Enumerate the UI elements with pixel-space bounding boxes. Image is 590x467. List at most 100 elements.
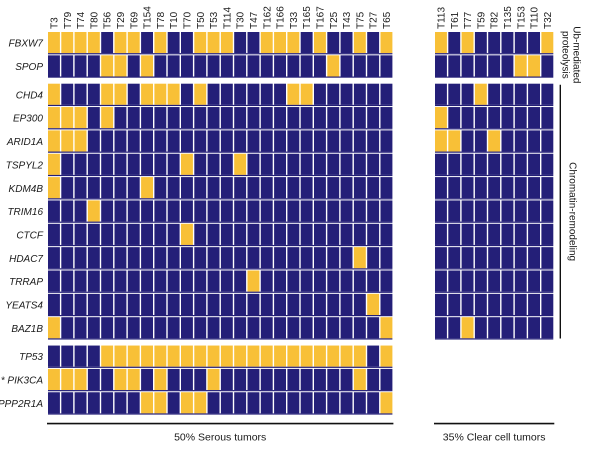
cell-tspyl2-t110 (528, 153, 540, 175)
cell-ep300-t53 (207, 107, 220, 129)
row-baseline (48, 151, 393, 153)
cell-spop-t3 (48, 55, 60, 77)
cell-ctcf-t53 (207, 223, 220, 245)
cell-kdm4b-t3 (48, 177, 60, 199)
cell-hdac7-t56 (101, 247, 114, 269)
cell-trim16-t154 (141, 200, 153, 222)
cell-yeats4-t74 (74, 293, 87, 315)
cell-tspyl2-t69 (127, 153, 140, 175)
sample-label-t27: T27 (369, 11, 380, 29)
cell-trim16-t29 (114, 200, 127, 222)
cell-arid1a-t10 (167, 130, 180, 152)
row-baseline (435, 174, 554, 177)
cell-arid1a-t30 (234, 130, 247, 152)
row-baseline (48, 338, 393, 340)
cell-trrap-t69 (127, 270, 140, 292)
cell-trrap-t47 (247, 270, 260, 292)
cell-kdm4b-t29 (114, 177, 127, 199)
cell-arid1a-t114 (220, 130, 233, 152)
cell-baz1b-t78 (154, 317, 167, 339)
cell-yeats4-t80 (87, 293, 100, 315)
cell-spop-t10 (167, 55, 180, 77)
cell-tp53-t114 (220, 345, 233, 367)
cell-kdm4b-t43 (340, 177, 353, 199)
cell-ppp2r1a-t29 (114, 392, 127, 414)
cell-fbxw7-t167 (314, 32, 326, 54)
cell-pik3ca-t29 (114, 368, 127, 391)
cell-ctcf-t59 (474, 223, 487, 245)
gene-label-spop: SPOP (15, 62, 43, 73)
cell-tspyl2-t75 (353, 153, 366, 175)
cell-ep300-t56 (101, 107, 114, 129)
cell-tp53-t78 (154, 345, 167, 367)
cell-hdac7-t75 (353, 247, 366, 269)
gene-label-trrap: TRRAP (9, 277, 43, 288)
cell-trim16-t114 (220, 200, 233, 222)
cell-baz1b-t65 (380, 317, 393, 339)
cell-trim16-t61 (448, 200, 461, 222)
cell-arid1a-t154 (141, 130, 153, 152)
cell-arid1a-t153 (514, 130, 527, 152)
cell-fbxw7-t82 (488, 32, 501, 54)
cell-spop-t110 (528, 55, 540, 77)
cell-yeats4-t153 (514, 293, 527, 315)
cell-trim16-t167 (314, 200, 326, 222)
cell-fbxw7-t135 (501, 32, 514, 54)
row-baseline (435, 198, 554, 200)
cell-kdm4b-t154 (141, 177, 153, 199)
sample-label-t43: T43 (342, 11, 353, 29)
cell-chd4-t69 (127, 83, 140, 105)
cell-tp53-t70 (181, 345, 193, 367)
cell-ctcf-t30 (234, 223, 247, 245)
cell-ep300-t25 (327, 107, 340, 129)
cell-tp53-t74 (74, 345, 87, 367)
cell-baz1b-t165 (300, 317, 313, 339)
sample-label-t30: T30 (236, 11, 247, 29)
cell-yeats4-t154 (141, 293, 153, 315)
cell-yeats4-t32 (541, 293, 554, 315)
cell-arid1a-t75 (353, 130, 366, 152)
cell-arid1a-t65 (380, 130, 393, 152)
cell-ppp2r1a-t10 (167, 392, 180, 414)
cell-trrap-t113 (435, 270, 447, 292)
cell-hdac7-t113 (435, 247, 447, 269)
cell-ctcf-t80 (87, 223, 100, 245)
row-baseline (435, 151, 554, 153)
cell-chd4-t79 (61, 83, 74, 105)
cell-fbxw7-t75 (353, 32, 366, 54)
row-baseline (435, 221, 554, 223)
cell-tspyl2-t10 (167, 153, 180, 175)
cell-trim16-t27 (367, 200, 380, 222)
cell-fbxw7-t114 (220, 32, 233, 54)
cell-trrap-t53 (207, 270, 220, 292)
cell-trim16-t165 (300, 200, 313, 222)
cell-trim16-t80 (87, 200, 100, 222)
cell-hdac7-t61 (448, 247, 461, 269)
cell-fbxw7-t61 (448, 32, 461, 54)
gene-label-baz1b: BAZ1B (11, 324, 43, 335)
cell-trim16-t75 (353, 200, 366, 222)
cell-kdm4b-t82 (488, 177, 501, 199)
cell-baz1b-t61 (448, 317, 461, 339)
cell-arid1a-t110 (528, 130, 540, 152)
cell-tspyl2-t29 (114, 153, 127, 175)
row-baseline (48, 413, 393, 415)
row-baseline (48, 53, 393, 55)
cell-chd4-t29 (114, 83, 127, 105)
cell-trim16-t77 (461, 200, 474, 222)
cell-arid1a-t43 (340, 130, 353, 152)
cell-ctcf-t110 (528, 223, 540, 245)
cell-ep300-t32 (541, 107, 554, 129)
cell-kdm4b-t50 (194, 177, 207, 199)
cell-chd4-t65 (380, 83, 393, 105)
cell-tp53-t154 (141, 345, 153, 367)
cell-ctcf-t61 (448, 223, 461, 245)
cell-ctcf-t43 (340, 223, 353, 245)
cell-tspyl2-t165 (300, 153, 313, 175)
cell-fbxw7-t165 (300, 32, 313, 54)
cell-pik3ca-t154 (141, 368, 153, 391)
cell-arid1a-t167 (314, 130, 326, 152)
cell-hdac7-t135 (501, 247, 514, 269)
cell-kdm4b-t165 (300, 177, 313, 199)
cell-spop-t82 (488, 55, 501, 77)
